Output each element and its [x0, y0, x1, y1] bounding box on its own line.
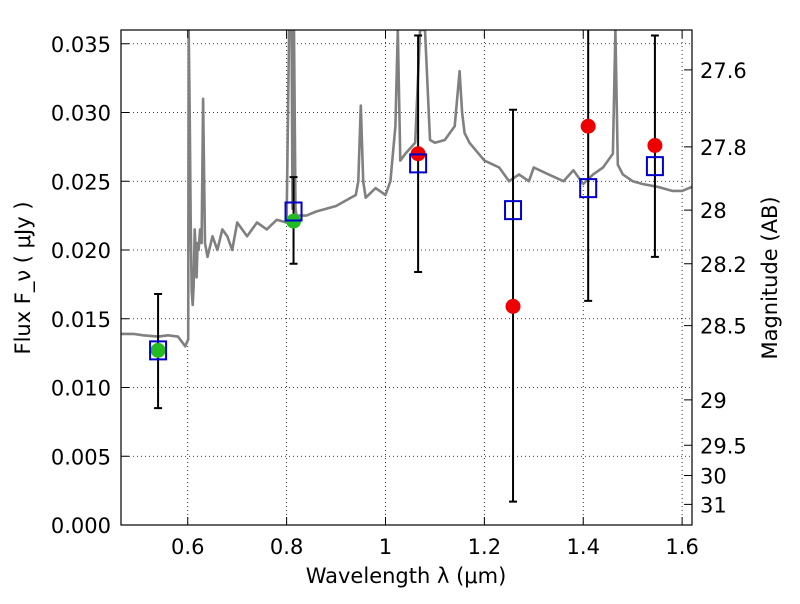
observed-point [580, 118, 596, 134]
plot-area [121, 30, 692, 348]
model-point [149, 340, 168, 361]
x-tick-label: 1.2 [468, 535, 501, 559]
y-tick-label: 0.010 [51, 377, 111, 401]
y2-tick-label: 29.5 [700, 434, 747, 458]
y2-tick-label: 28.2 [700, 253, 747, 277]
y-tick-label: 0.020 [51, 239, 111, 263]
y2-tick-label: 27.8 [700, 136, 747, 160]
x-tick-label: 1.6 [665, 535, 698, 559]
spectrum-line [121, 30, 692, 348]
y2-tick-label: 28.5 [700, 315, 747, 339]
y-tick-label: 0.035 [51, 33, 111, 57]
y2-axis-label: Magnitude (AB) [758, 196, 782, 359]
x-tick-label: 0.8 [270, 535, 303, 559]
x-tick-label: 1 [379, 535, 392, 559]
observed-point [505, 298, 521, 314]
model-point [409, 153, 428, 174]
model-point [284, 201, 303, 222]
y-tick-label: 0.000 [51, 514, 111, 538]
markers [149, 118, 664, 361]
y-tick-label: 0.005 [51, 445, 111, 469]
x-tick-label: 1.4 [567, 535, 600, 559]
y2-tick-label: 31 [700, 493, 727, 517]
y2-tick-label: 28 [700, 199, 727, 223]
y-tick-label: 0.025 [51, 170, 111, 194]
model-point [645, 156, 664, 177]
observed-point [150, 342, 166, 358]
model-point [504, 200, 523, 221]
y-axis-label: Flux F_ν ( μJy ) [11, 201, 36, 354]
x-tick-label: 0.6 [171, 535, 204, 559]
axes: 0.6 0.8 1 1.2 1.4 1.6 0.000 0.005 0.010 0.015 0.02… [51, 30, 747, 559]
y2-tick-label: 29 [700, 389, 727, 413]
grid-lines [121, 30, 692, 525]
plot-frame [120, 29, 693, 526]
x-axis-label: Wavelength λ (μm) [306, 564, 507, 588]
y-tick-label: 0.030 [51, 102, 111, 126]
y2-tick-label: 27.6 [700, 59, 747, 83]
observed-point [647, 138, 663, 153]
y2-tick-label: 30 [700, 465, 727, 489]
model-point [579, 178, 598, 199]
y-tick-label: 0.015 [51, 308, 111, 332]
